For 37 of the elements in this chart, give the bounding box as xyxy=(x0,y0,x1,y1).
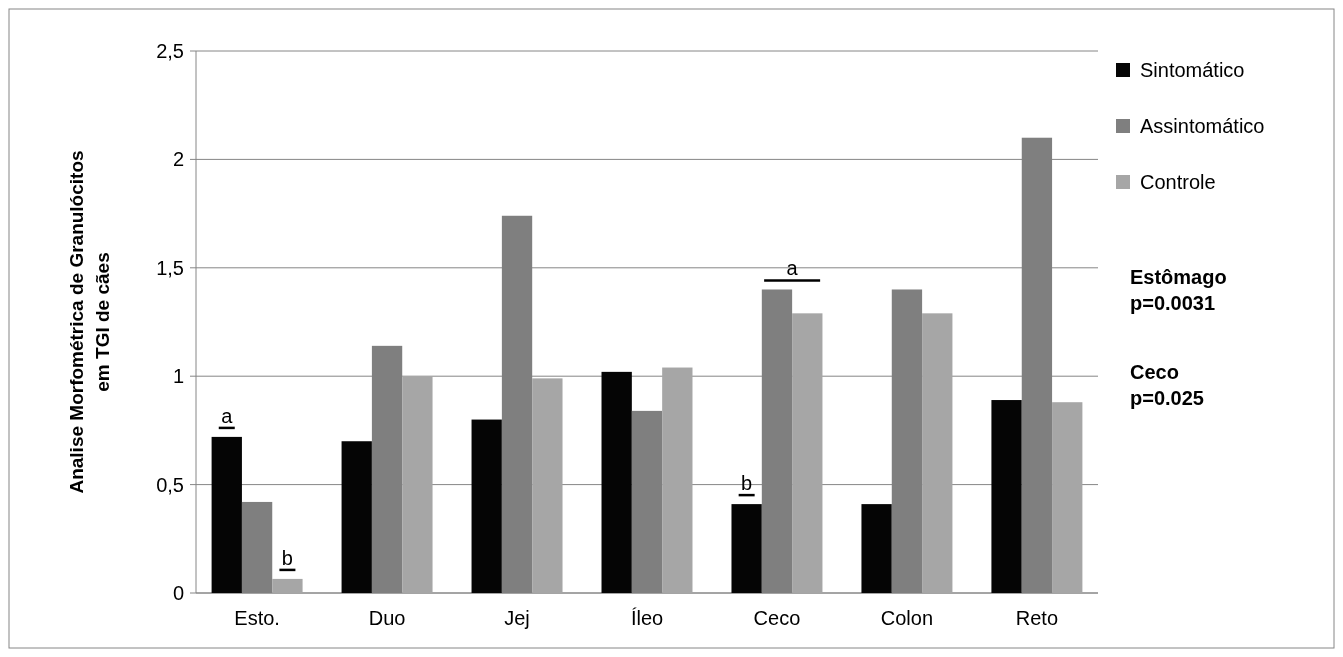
bar xyxy=(662,367,693,593)
bar xyxy=(402,376,433,593)
x-tick-label: Colon xyxy=(880,607,934,629)
text: Ceco p=0.025 xyxy=(1130,361,1204,409)
bar xyxy=(532,378,563,593)
legend-label: Sintomático xyxy=(1140,59,1245,81)
x-tick-label: Jej xyxy=(504,607,530,629)
bar xyxy=(211,436,242,593)
bar xyxy=(991,400,1022,593)
bar xyxy=(861,504,892,593)
x-tick-label: Duo xyxy=(368,607,406,629)
annotation: a xyxy=(221,404,234,427)
bar xyxy=(922,313,953,593)
annotation: b xyxy=(741,472,753,495)
annotation: b xyxy=(281,546,293,569)
bar xyxy=(341,441,372,593)
annotation: a xyxy=(786,257,799,280)
legend-label: Assintomático xyxy=(1140,115,1265,137)
x-tick-label: Reto xyxy=(1015,607,1059,629)
bar xyxy=(731,504,762,593)
y-tick-label: 1,5 xyxy=(156,256,184,279)
y-tick-label: 1 xyxy=(172,365,184,388)
text: Estômago p=0.0031 xyxy=(1130,266,1227,314)
bar xyxy=(601,371,632,593)
x-tick-label: Íleo xyxy=(630,607,664,629)
bar xyxy=(792,313,823,593)
bar xyxy=(272,578,303,593)
y-tick-label: 2,5 xyxy=(156,40,184,62)
y-tick-label: 0 xyxy=(172,582,184,604)
y-tick-label: 0,5 xyxy=(156,473,184,496)
legend-label: Controle xyxy=(1140,171,1216,193)
bar xyxy=(1052,402,1083,593)
bar xyxy=(471,419,502,593)
x-tick-label: Ceco xyxy=(753,607,801,629)
x-tick-label: Esto. xyxy=(234,607,280,629)
y-tick-label: 2 xyxy=(172,148,184,171)
y-axis-title: Analise Morfométrica de Granulócitos em TGI de cães xyxy=(66,150,113,494)
